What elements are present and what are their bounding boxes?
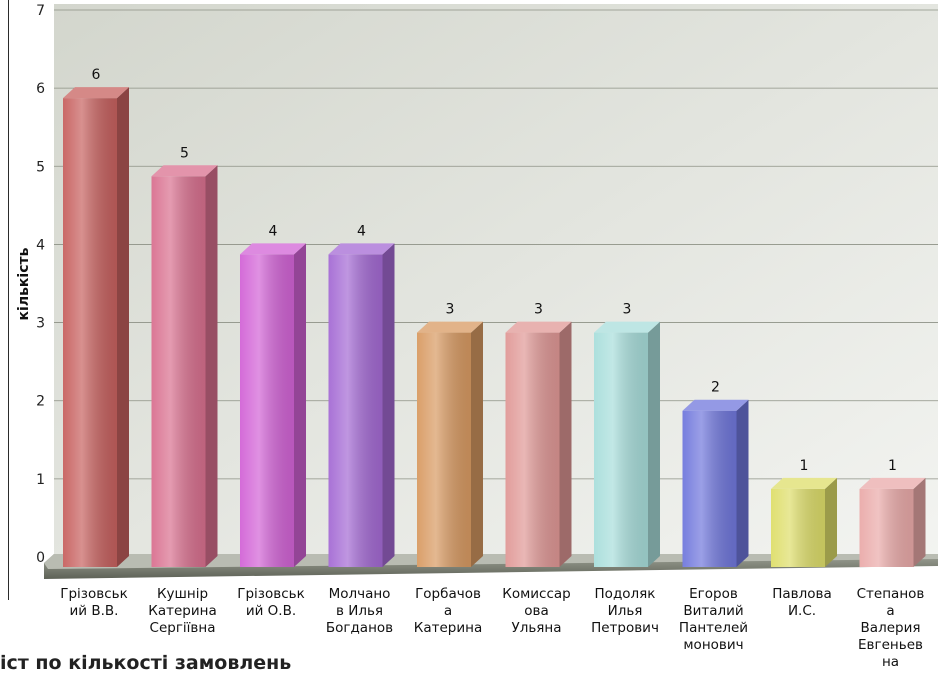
bar-top (682, 399, 749, 411)
x-tick-label: Грізовськ (237, 586, 304, 602)
x-tick-label: Кушнір (157, 586, 208, 602)
bars-group: 6 5 4 4 3 3 3 2 1 1 (63, 67, 926, 568)
bar-side (648, 321, 660, 567)
x-tick-label: Пантелей (679, 620, 748, 636)
bar-gloss (63, 98, 117, 568)
x-tick-label: Катерина (414, 620, 482, 636)
y-tick-label: 4 (36, 237, 45, 253)
bar-side (913, 477, 926, 567)
bar: 1 (859, 458, 926, 567)
bar-top (417, 321, 483, 333)
y-tick-label: 6 (36, 81, 45, 97)
bar-gloss (505, 332, 560, 567)
bar-gloss (328, 254, 383, 567)
bar-top (151, 165, 218, 177)
bar: 4 (328, 223, 395, 567)
bar-top (240, 243, 306, 255)
bar-side (294, 243, 306, 567)
bar-gloss (417, 332, 471, 567)
x-tick-label: ий О.В. (246, 603, 296, 619)
bar: 3 (594, 302, 660, 567)
x-tick-label: ий В.В. (70, 603, 119, 619)
y-axis-title: кількість (16, 247, 32, 320)
x-tick-label: а (444, 603, 452, 619)
value-label: 4 (357, 223, 366, 239)
bar-top (505, 321, 572, 333)
x-tick-label: Павлова (772, 586, 832, 602)
bar-side (736, 399, 749, 567)
x-tick-label: Комиссар (502, 586, 571, 602)
x-tick-label: Катерина (148, 603, 216, 619)
x-tick-label: Валерия (861, 620, 921, 636)
bar-top (594, 321, 660, 333)
bar-side (471, 321, 483, 567)
x-tick-label: Виталий (683, 603, 743, 619)
x-tick-label: Егоров (689, 586, 738, 602)
x-tick-label: Сергіївна (150, 620, 216, 636)
bar: 6 (63, 67, 129, 568)
y-axis-ticks: 0 1 2 3 4 5 6 7 (36, 3, 45, 566)
bar-side (205, 165, 218, 568)
x-tick-label: Ульяна (511, 620, 561, 636)
value-label: 1 (888, 458, 897, 474)
bar: 5 (151, 145, 218, 568)
bar: 2 (682, 380, 749, 567)
bar-gloss (594, 332, 648, 567)
x-tick-label: Петрович (591, 620, 659, 636)
bar-gloss (859, 488, 914, 567)
value-label: 3 (446, 302, 455, 318)
x-tick-label: ова (524, 603, 549, 619)
y-tick-label: 7 (36, 3, 45, 19)
bar-side (117, 87, 129, 568)
bar-side (825, 477, 837, 567)
x-tick-label: Богданов (326, 620, 393, 636)
value-label: 2 (711, 380, 720, 396)
x-tick-label: а (886, 603, 894, 619)
x-tick-label: Евгеньев (858, 637, 923, 653)
y-tick-label: 5 (36, 159, 45, 175)
x-tick-label: Илья (608, 603, 643, 619)
x-tick-label: монович (683, 637, 743, 653)
value-label: 3 (623, 302, 632, 318)
chart-caption: іст по кількості замовлень (0, 652, 292, 674)
value-label: 6 (92, 67, 101, 83)
y-tick-label: 1 (36, 472, 45, 488)
bar: 3 (417, 302, 483, 567)
value-label: 4 (269, 223, 278, 239)
x-tick-label: в Илья (336, 603, 383, 619)
bar-side (559, 321, 572, 567)
bar-gloss (771, 488, 825, 567)
bar: 4 (240, 223, 306, 567)
y-tick-label: 3 (36, 316, 45, 332)
bar: 1 (771, 458, 837, 567)
bar-top (859, 477, 926, 489)
bar-gloss (682, 410, 737, 567)
x-tick-label: Подоляк (595, 586, 656, 602)
y-tick-label: 2 (36, 394, 45, 410)
value-label: 5 (180, 145, 189, 161)
bar-gloss (151, 176, 206, 568)
bar-top (63, 87, 129, 99)
bar-top (771, 477, 837, 489)
bar-side (382, 243, 395, 567)
x-tick-label: Молчано (329, 586, 391, 602)
x-tick-label: И.С. (788, 603, 816, 619)
x-tick-label: Горбачов (415, 586, 481, 602)
x-tick-label: Степанов (857, 586, 925, 602)
bar-top (328, 243, 395, 255)
y-tick-label: 0 (36, 550, 45, 566)
x-tick-label: Грізовськ (60, 586, 127, 602)
value-label: 3 (534, 302, 543, 318)
bar: 3 (505, 302, 572, 567)
value-label: 1 (800, 458, 809, 474)
bar-gloss (240, 254, 294, 567)
left-panel-border (0, 0, 9, 600)
x-tick-label: на (882, 654, 899, 670)
